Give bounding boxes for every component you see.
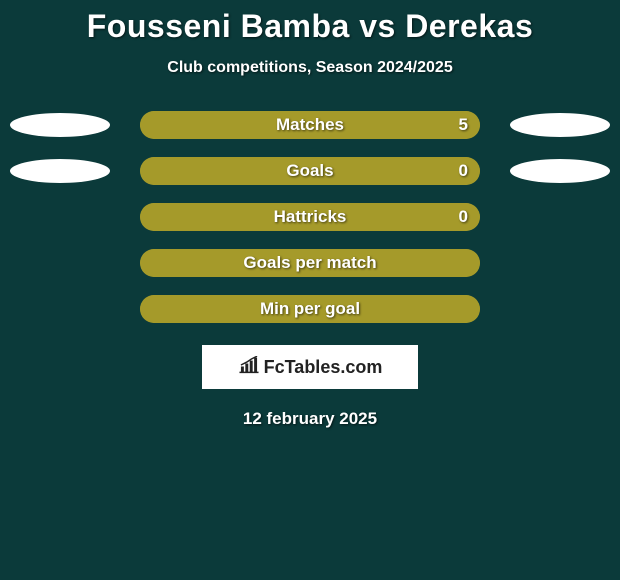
stat-row: Hattricks0 xyxy=(0,203,620,231)
stat-bar: Min per goal xyxy=(140,295,480,323)
stat-rows: Matches5Goals0Hattricks0Goals per matchM… xyxy=(0,111,620,323)
stat-value-right: 0 xyxy=(459,203,468,231)
page-subtitle: Club competitions, Season 2024/2025 xyxy=(0,59,620,77)
stat-label: Hattricks xyxy=(140,203,480,231)
bar-chart-icon xyxy=(238,356,260,379)
stat-value-right: 5 xyxy=(459,111,468,139)
player-left-marker xyxy=(10,113,110,137)
date-text: 12 february 2025 xyxy=(0,409,620,429)
stat-row: Goals per match xyxy=(0,249,620,277)
logo-box[interactable]: FcTables.com xyxy=(202,345,418,389)
comparison-infographic: Fousseni Bamba vs Derekas Club competiti… xyxy=(0,0,620,580)
stat-label: Matches xyxy=(140,111,480,139)
stat-row: Min per goal xyxy=(0,295,620,323)
player-right-marker xyxy=(510,113,610,137)
stat-row: Goals0 xyxy=(0,157,620,185)
page-title: Fousseni Bamba vs Derekas xyxy=(0,8,620,45)
player-left-marker xyxy=(10,159,110,183)
player-right-marker xyxy=(510,159,610,183)
stat-value-right: 0 xyxy=(459,157,468,185)
logo-text: FcTables.com xyxy=(238,356,383,379)
stat-bar: Goals xyxy=(140,157,480,185)
stat-bar: Goals per match xyxy=(140,249,480,277)
stat-label: Goals xyxy=(140,157,480,185)
stat-bar: Matches xyxy=(140,111,480,139)
stat-label: Goals per match xyxy=(140,249,480,277)
stat-label: Min per goal xyxy=(140,295,480,323)
stat-bar: Hattricks xyxy=(140,203,480,231)
logo-label: FcTables.com xyxy=(264,357,383,378)
stat-row: Matches5 xyxy=(0,111,620,139)
